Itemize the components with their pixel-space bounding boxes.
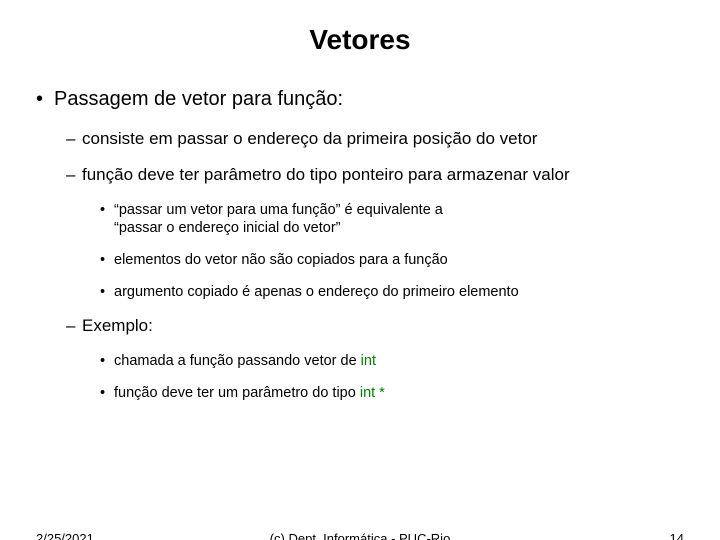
bullet-l3: argumento copiado é apenas o endereço do… — [36, 283, 690, 301]
slide-title: Vetores — [0, 24, 720, 56]
bullet-l2: consiste em passar o endereço da primeir… — [36, 129, 690, 149]
bullet-l3: elementos do vetor não são copiados para… — [36, 251, 690, 269]
bullet-l3: chamada a função passando vetor de int — [36, 352, 690, 370]
bullet-l2: Exemplo: — [36, 316, 690, 336]
bullet-l2-text: consiste em passar o endereço da primeir… — [82, 129, 537, 148]
bullet-l1-text: Passagem de vetor para função: — [54, 88, 343, 110]
bullet-l2: função deve ter parâmetro do tipo pontei… — [36, 165, 690, 185]
bullet-l3-text-line2: “passar o endereço inicial do vetor” — [114, 220, 340, 236]
slide: Vetores Passagem de vetor para função: c… — [0, 24, 720, 540]
bullet-l3-text: argumento copiado é apenas o endereço do… — [114, 284, 519, 300]
code-keyword: int * — [360, 385, 385, 401]
bullet-l3-text: chamada a função passando vetor de — [114, 353, 361, 369]
footer-copyright: (c) Dept. Informática - PUC-Rio — [0, 531, 720, 540]
bullet-l3: função deve ter um parâmetro do tipo int… — [36, 384, 690, 402]
footer-page-number: 14 — [670, 531, 684, 540]
bullet-l3-text-line1: “passar um vetor para uma função” é equi… — [114, 202, 443, 218]
slide-body: Passagem de vetor para função: consiste … — [0, 88, 720, 402]
bullet-l3-text: elementos do vetor não são copiados para… — [114, 252, 448, 268]
bullet-l3: “passar um vetor para uma função” é equi… — [36, 201, 690, 237]
bullet-l3-text: função deve ter um parâmetro do tipo — [114, 385, 360, 401]
bullet-l1: Passagem de vetor para função: — [36, 88, 690, 111]
code-keyword: int — [361, 353, 376, 369]
bullet-l2-text: função deve ter parâmetro do tipo pontei… — [82, 165, 570, 184]
bullet-l2-text: Exemplo: — [82, 316, 153, 335]
